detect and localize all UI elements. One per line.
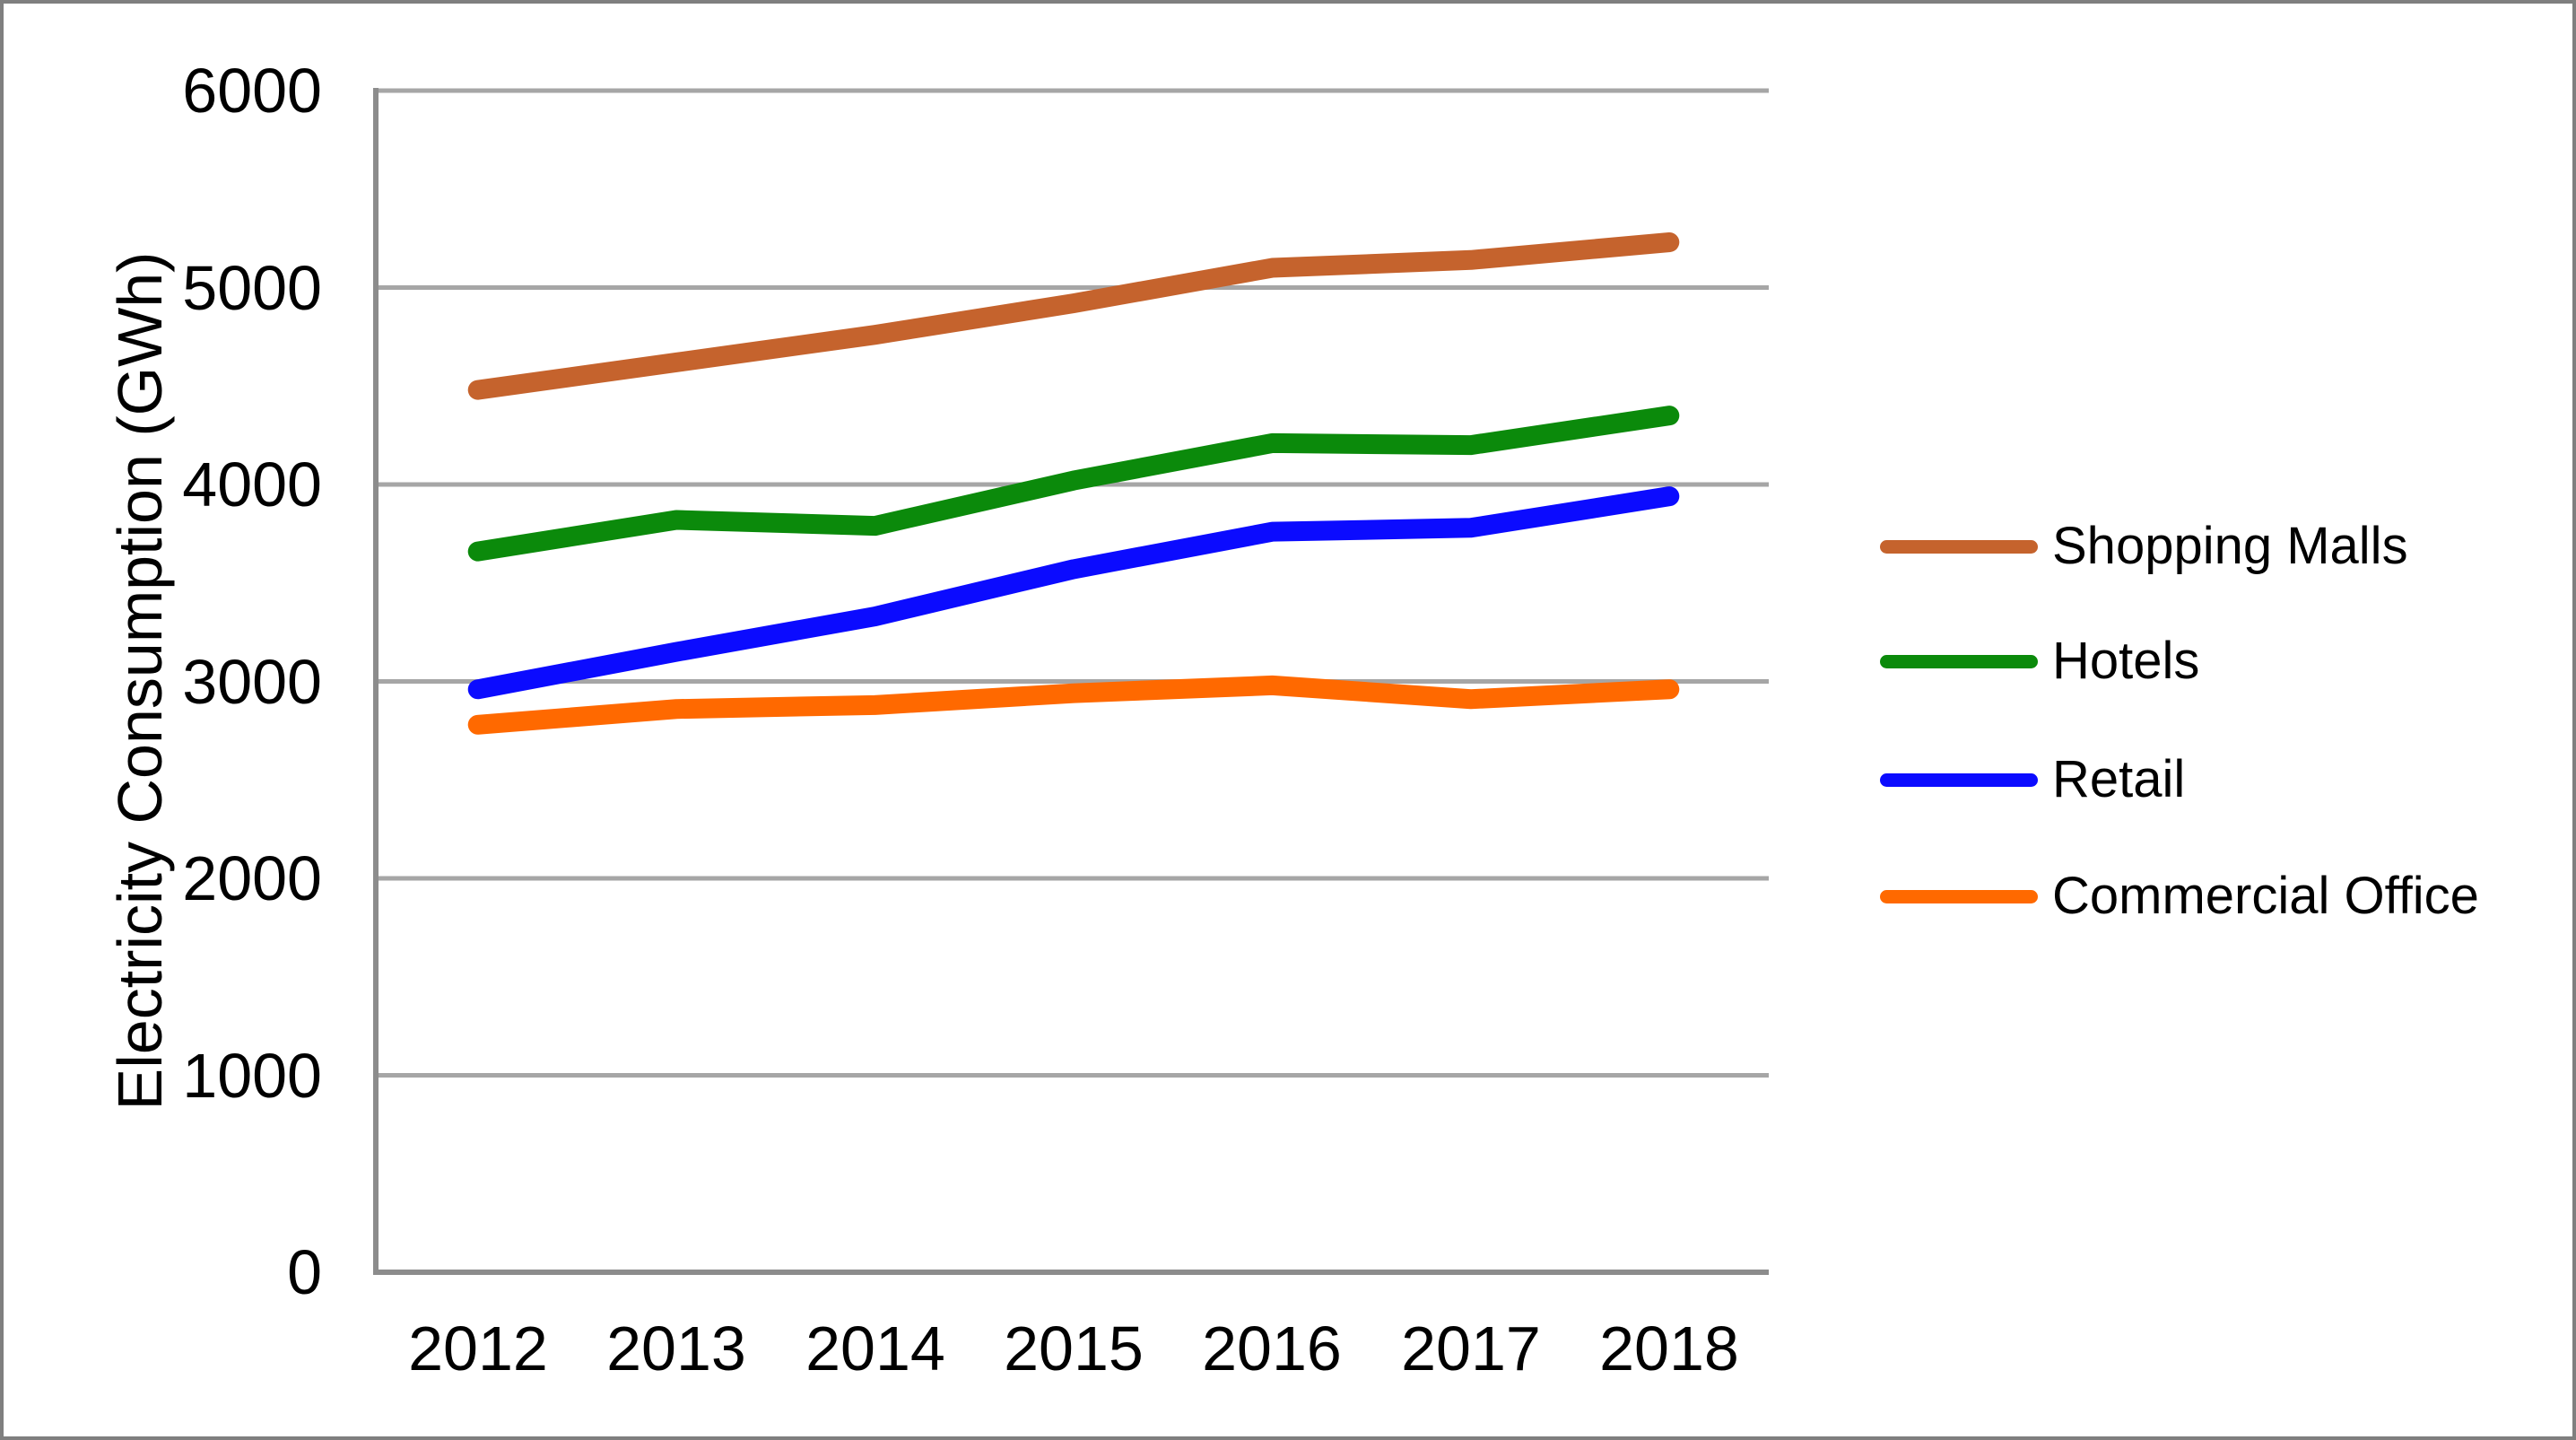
- series-line-shopping-malls: [467, 232, 1680, 400]
- y-axis-tick-label: 0: [287, 1237, 322, 1307]
- series-line-commercial-office: [467, 675, 1680, 735]
- legend-label: Retail: [2052, 750, 2186, 808]
- series-line-hotels: [467, 406, 1680, 562]
- y-axis-tick-label: 2000: [182, 843, 322, 913]
- series-lines: [467, 232, 1680, 735]
- y-axis-tick-label: 1000: [182, 1041, 322, 1111]
- x-axis-tick-label: 2012: [408, 1313, 548, 1383]
- y-axis-tick-label: 3000: [182, 647, 322, 717]
- legend-label: Shopping Malls: [2052, 517, 2408, 575]
- x-axis-tick-label: 2013: [606, 1313, 746, 1383]
- y-axis-tick-label: 4000: [182, 449, 322, 519]
- legend-swatch-commercial-office: [1880, 889, 2038, 903]
- legend-item-hotels: Hotels: [1880, 625, 2199, 697]
- legend-label: Commercial Office: [2052, 867, 2479, 925]
- legend-swatch-retail: [1880, 772, 2038, 787]
- x-axis-tick-label: 2017: [1401, 1313, 1541, 1383]
- legend-swatch-hotels: [1880, 654, 2038, 668]
- series-line-retail: [467, 486, 1680, 700]
- x-axis-tick-label: 2016: [1202, 1313, 1342, 1383]
- legend-item-commercial-office: Commercial Office: [1880, 860, 2479, 932]
- legend-item-shopping-malls: Shopping Malls: [1880, 511, 2408, 582]
- y-axis-tick-label: 5000: [182, 253, 322, 323]
- x-axis-tick-label: 2014: [805, 1313, 945, 1383]
- legend-swatch-shopping-malls: [1880, 539, 2038, 554]
- y-axis-tick-label: 6000: [182, 56, 322, 126]
- legend-label: Hotels: [2052, 632, 2200, 690]
- x-axis-tick-label: 2015: [1004, 1313, 1144, 1383]
- gridlines: [379, 88, 1769, 1078]
- legend-item-retail: Retail: [1880, 744, 2185, 816]
- plot-area: [373, 88, 1769, 1275]
- x-axis-tick-label: 2018: [1599, 1313, 1739, 1383]
